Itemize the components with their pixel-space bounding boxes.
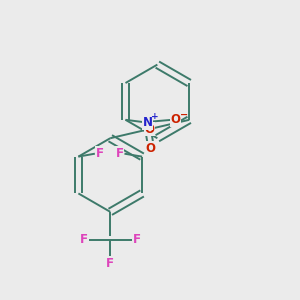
Text: O: O [145,122,155,136]
Text: O: O [170,113,181,126]
Text: O: O [146,142,155,155]
Text: F: F [80,233,88,246]
Text: −: − [180,110,188,119]
Text: F: F [106,257,114,270]
Text: N: N [142,116,153,129]
Text: F: F [96,147,104,160]
Text: +: + [151,112,159,121]
Text: F: F [133,233,140,246]
Text: F: F [116,147,124,160]
